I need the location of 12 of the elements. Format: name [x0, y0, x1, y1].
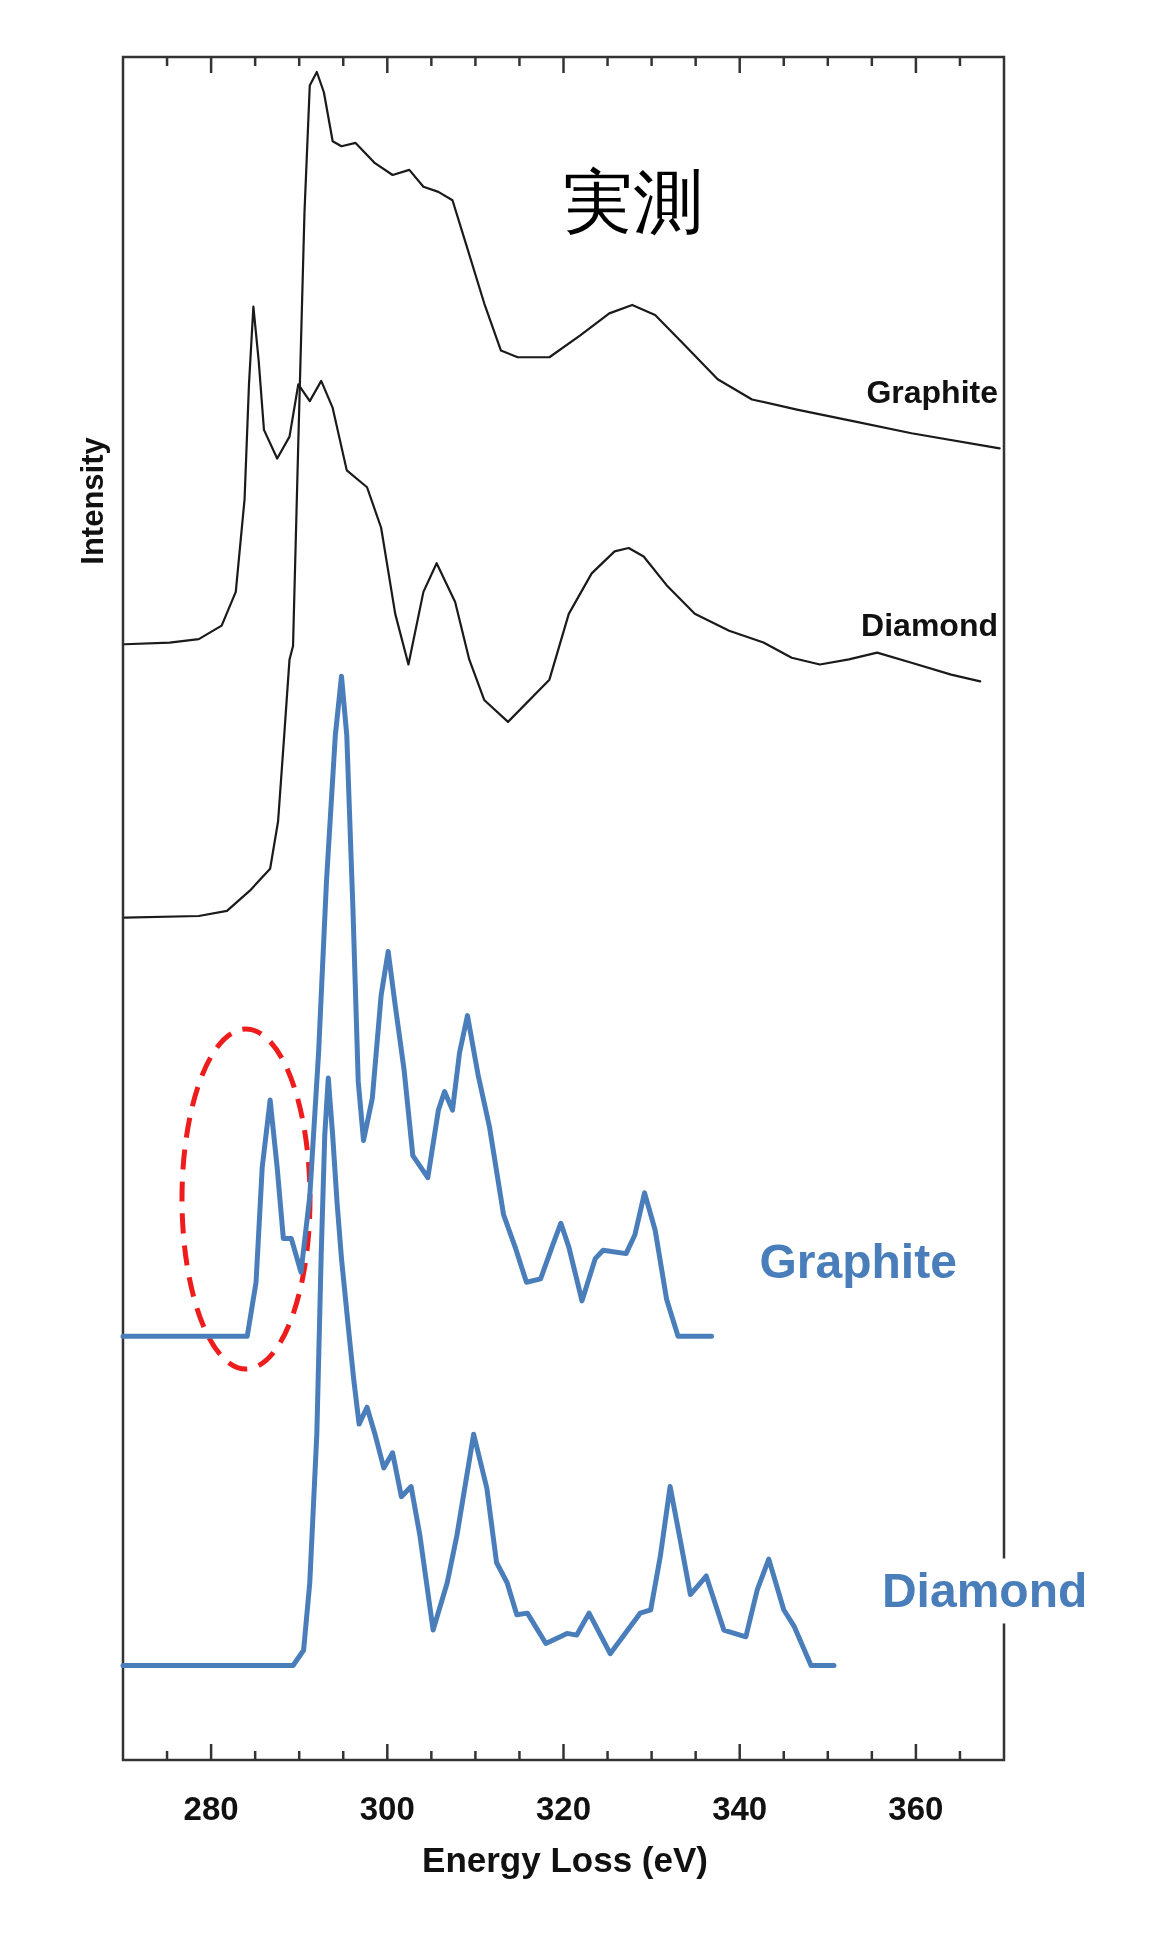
- series-label: Graphite: [866, 374, 998, 411]
- annotation: 実測: [563, 161, 703, 243]
- y-axis-title: Intensity: [75, 436, 110, 565]
- x-tick-label: 320: [535, 1790, 592, 1827]
- series-label: Diamond: [861, 607, 998, 644]
- x-tick-label: 300: [359, 1790, 415, 1827]
- series-label: Graphite: [759, 1235, 957, 1289]
- x-tick-label: 340: [712, 1790, 768, 1827]
- x-tick-label: 360: [888, 1790, 944, 1827]
- series-label: Diamond: [881, 1564, 1088, 1618]
- x-tick-label: 280: [183, 1790, 239, 1827]
- x-axis-title: Energy Loss (eV): [422, 1840, 708, 1879]
